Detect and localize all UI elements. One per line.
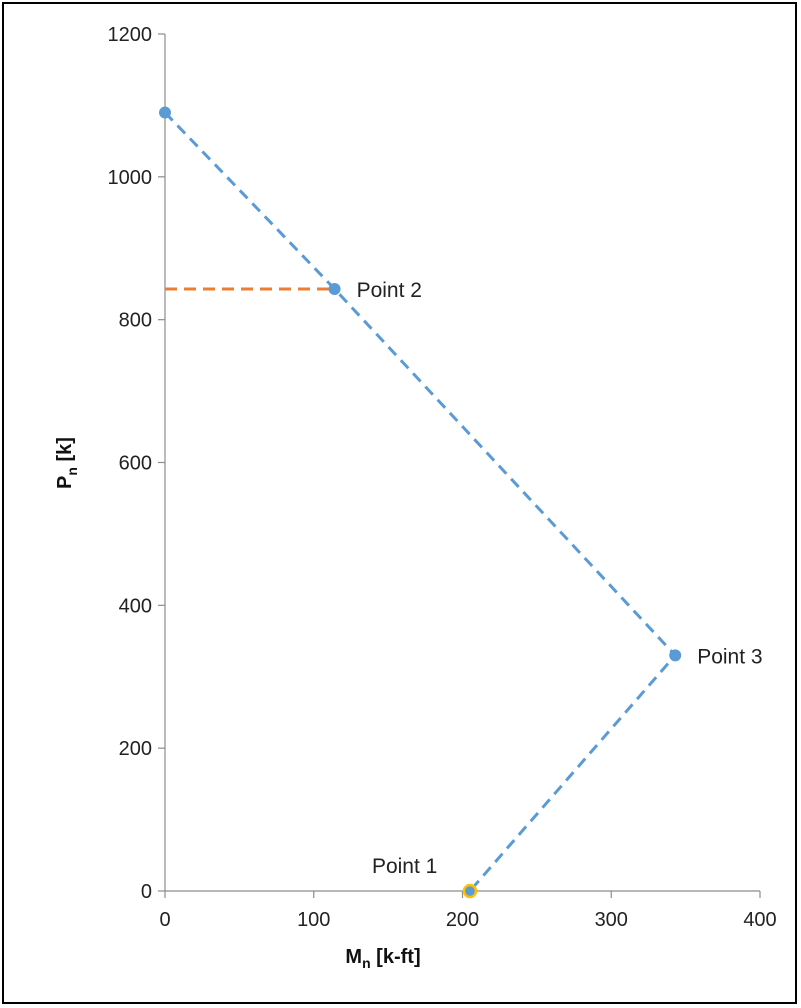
data-point-marker: [462, 883, 478, 899]
y-tick-label: 600: [119, 453, 152, 475]
x-axis-title-main: M: [345, 946, 362, 968]
point-labels: Point 2 Point 3 Point 1: [357, 279, 763, 878]
series-markers: [159, 106, 682, 899]
series-line-blue: [163, 111, 678, 892]
data-point-label: Point 3: [697, 645, 762, 668]
y-tick-label: 200: [119, 738, 152, 760]
axes: 0 200 400 600 800 1000 1200 0 100 200 300 400: [108, 24, 777, 931]
y-tick-label: 0: [141, 881, 152, 903]
y-tick-label: 400: [119, 595, 152, 617]
y-tick-label: 1200: [108, 24, 153, 46]
data-point-label: Point 2: [357, 279, 422, 302]
y-axis-title-main: P: [54, 476, 76, 489]
x-tick-label: 400: [743, 909, 776, 931]
series-lines: [163, 111, 678, 892]
x-axis-title-rest: [k-ft]: [371, 946, 421, 968]
x-axis-title: Mn [k-ft]: [345, 946, 420, 971]
x-axis-title-sub: n: [362, 955, 371, 971]
y-axis-title-sub: n: [64, 467, 80, 476]
data-point-marker: [669, 649, 682, 662]
y-tick-label: 800: [119, 310, 152, 332]
x-tick-label: 300: [595, 909, 628, 931]
y-tick-label: 1000: [108, 167, 153, 189]
x-tick-label: 100: [297, 909, 330, 931]
data-point-marker: [159, 106, 171, 119]
data-point-marker: [328, 282, 341, 295]
data-point-label: Point 1: [372, 855, 437, 878]
x-tick-label: 200: [446, 909, 479, 931]
x-tick-label: 0: [159, 909, 170, 931]
y-axis-title: Pn [k]: [54, 437, 80, 489]
y-axis-title-rest: [k]: [54, 437, 76, 467]
